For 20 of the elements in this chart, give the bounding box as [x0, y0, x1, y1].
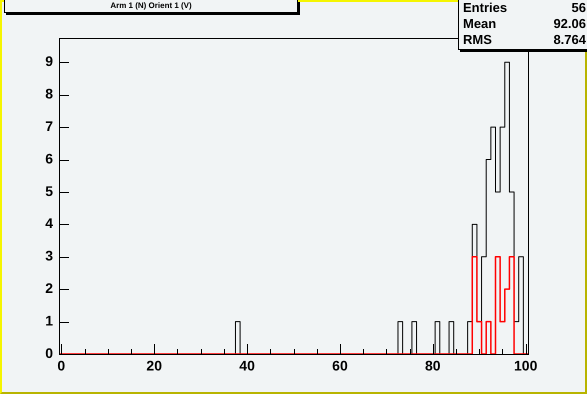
- y-tick-label: 7: [45, 118, 54, 134]
- y-tick-label: 5: [45, 182, 54, 199]
- x-tick-label: 0: [57, 357, 66, 374]
- text: Entries 56: [463, 0, 586, 15]
- y-tick-label: 3: [45, 248, 54, 264]
- x-tick-label: 60: [332, 357, 348, 374]
- y-tick-label: 4: [45, 215, 54, 232]
- y-tick-label: 9: [45, 53, 54, 70]
- y-tick-label: 1: [45, 312, 54, 328]
- x-tick-label: 20: [146, 357, 162, 374]
- x-tick-label: 100: [514, 357, 538, 374]
- y-tick-label: 6: [45, 150, 54, 166]
- x-tick-label: 80: [425, 357, 441, 374]
- chart-title: Arm 1 (N) Orient 1 (V): [4, 0, 298, 13]
- y-tick-label: 2: [45, 280, 54, 296]
- x-tick-label: 40: [239, 357, 256, 374]
- text: RMS 8.764: [463, 32, 586, 47]
- y-tick-label: 8: [45, 86, 54, 102]
- y-tick-label: 0: [45, 344, 54, 361]
- text: Mean 92.06: [463, 16, 586, 31]
